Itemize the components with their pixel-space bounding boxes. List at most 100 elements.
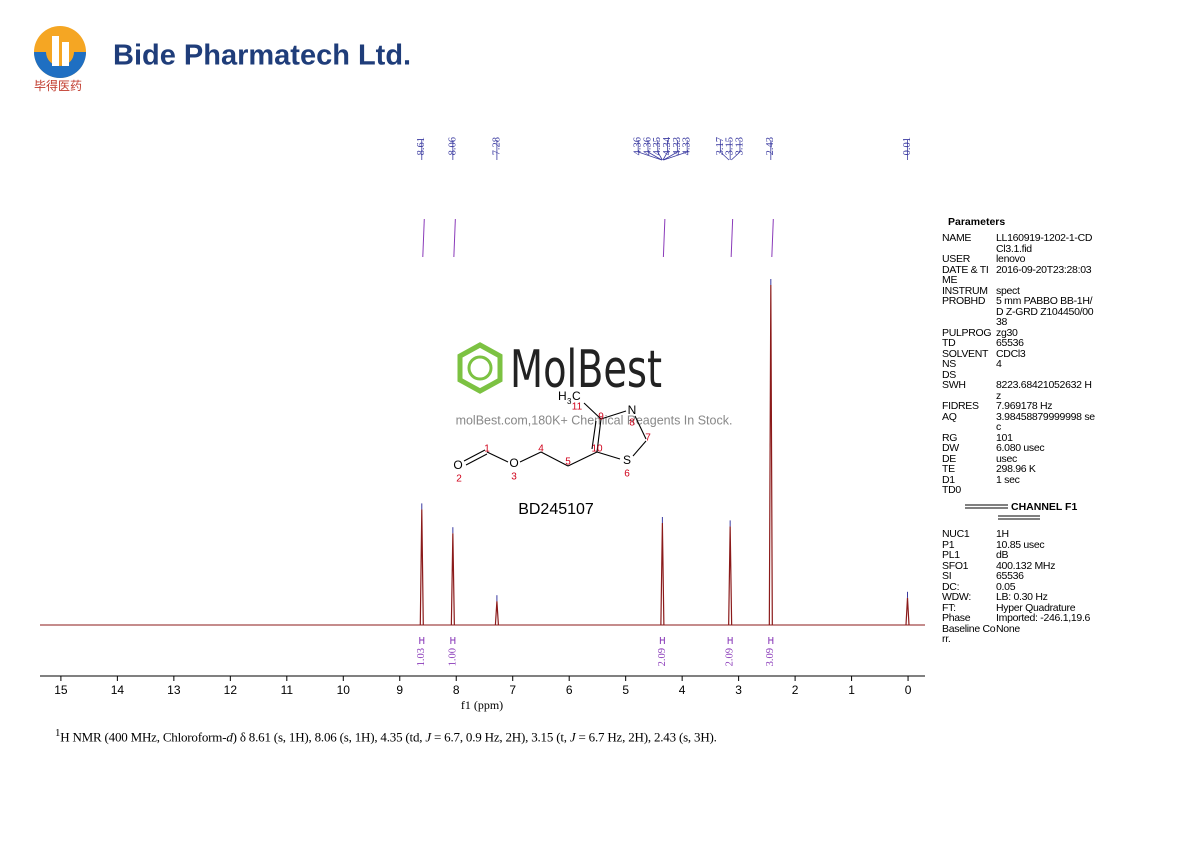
parameter-value: 101 xyxy=(996,431,1013,444)
x-tick-label: 6 xyxy=(566,683,573,697)
peak xyxy=(768,284,773,626)
logo xyxy=(34,26,86,78)
parameter-name: NAME xyxy=(942,232,972,244)
channel-title: CHANNEL F1 xyxy=(1011,501,1077,513)
caption-part: d xyxy=(226,729,233,745)
x-tick-label: 7 xyxy=(509,683,516,697)
peak-label-connector xyxy=(719,140,730,161)
parameter-value: lenovo xyxy=(996,253,1026,265)
integral-curve xyxy=(771,218,774,258)
peak xyxy=(450,533,455,626)
watermark-logo xyxy=(457,342,503,394)
atom-number: 2 xyxy=(456,474,462,485)
peak-label-connector xyxy=(731,140,741,161)
peak-label-connector xyxy=(663,140,688,161)
parameter-name: DW xyxy=(942,442,959,454)
atom-label: O xyxy=(453,458,462,472)
peak-label-connector xyxy=(647,140,663,161)
parameter-name: AQ xyxy=(942,410,957,423)
peak-label-connector xyxy=(663,140,678,161)
parameter-value: 65536 xyxy=(996,337,1024,349)
parameter-name: FT: xyxy=(942,601,956,614)
peak xyxy=(905,597,910,626)
integral-label: 2.09 xyxy=(725,648,736,666)
x-tick-label: 8 xyxy=(453,683,460,697)
parameter-name: DATE & TIME xyxy=(942,263,989,286)
integral-label: 3.09 xyxy=(765,648,776,666)
parameter-value: 8223.68421052632 Hz xyxy=(996,379,1092,402)
peak xyxy=(660,522,665,626)
parameters-table: NUC1 1H P1 10.85 usec PL1 dB SFO1 400.132 MHz SI… xyxy=(942,529,1096,645)
atom-number: 7 xyxy=(645,433,651,444)
parameter-name: FIDRES xyxy=(942,400,979,412)
atom-number: 5 xyxy=(565,457,571,468)
parameter-value: 400.132 MHz xyxy=(996,559,1056,572)
x-tick-label: 4 xyxy=(679,683,686,697)
parameter-name: DS xyxy=(942,368,956,381)
parameter-name: Phase xyxy=(942,612,971,624)
parameter-name: PL1 xyxy=(942,549,960,561)
parameter-name: RG xyxy=(942,431,958,444)
x-tick-label: 11 xyxy=(281,683,294,697)
integral-label: 1.00 xyxy=(447,648,458,666)
parameter-value: spect xyxy=(996,284,1020,297)
atom-label: H xyxy=(558,389,567,403)
x-tick-label: 3 xyxy=(735,683,742,697)
structure-bonds xyxy=(463,402,647,467)
parameter-name: TD xyxy=(942,337,956,349)
caption-part: J xyxy=(569,729,576,745)
parameter-name: PROBHD xyxy=(942,295,986,307)
compound-code: BD245107 xyxy=(518,501,594,518)
parameter-name: DC: xyxy=(942,580,960,593)
parameter-value: 1H xyxy=(996,528,1009,540)
parameters-table: NAME LL160919-1202-1-CDCl3.1.fid USER lenov… xyxy=(942,233,1096,496)
peak xyxy=(494,601,500,626)
atom-number: 3 xyxy=(511,472,517,483)
parameter-value: CDCl3 xyxy=(996,347,1026,360)
parameter-value: 1 sec xyxy=(996,473,1020,486)
parameter-value: dB xyxy=(996,549,1009,561)
integral-label: 2.09 xyxy=(657,648,668,666)
x-tick-label: 2 xyxy=(792,683,799,697)
parameter-value: 10.85 usec xyxy=(996,538,1045,551)
atom-number: 9 xyxy=(598,412,604,423)
caption-part: 1 xyxy=(55,727,61,739)
parameter-name: NS xyxy=(942,358,956,370)
atom-label: 3 xyxy=(567,397,572,406)
caption-part: = 6.7 Hz, 2H), 2.43 (s, 3H). xyxy=(575,729,717,745)
integral-curve xyxy=(730,218,734,258)
parameter-name: DE xyxy=(942,452,956,465)
parameter-value: Imported: -246.1,19.6 xyxy=(996,612,1091,624)
caption-part: = 6.7, 0.9 Hz, 2H), 3.15 (t, xyxy=(430,729,570,745)
x-tick-label: 15 xyxy=(54,683,68,697)
watermark-brand: MolBest xyxy=(510,340,662,400)
caption: 1H NMR (400 MHz, Chloroform-d) δ 8.61 (s… xyxy=(55,727,717,745)
parameter-name: WDW: xyxy=(942,591,971,603)
integral-bracket xyxy=(419,637,425,644)
parameters-title: Parameters xyxy=(948,216,1005,228)
parameter-value: 0.05 xyxy=(996,580,1016,593)
parameter-value: Hyper Quadrature xyxy=(996,601,1076,614)
parameter-value: None xyxy=(996,622,1020,635)
company-name: Bide Pharmatech Ltd. xyxy=(113,40,411,72)
parameter-name: SOLVENT xyxy=(942,347,989,360)
atom-number: 6 xyxy=(624,469,630,480)
x-tick-label: 0 xyxy=(905,683,912,697)
parameter-value: LB: 0.30 Hz xyxy=(996,591,1048,603)
peak xyxy=(419,509,424,626)
atom-number: 10 xyxy=(591,444,603,455)
caption-part: ) δ 8.61 (s, 1H), 8.06 (s, 1H), 4.35 (td… xyxy=(232,729,426,745)
x-tick-label: 12 xyxy=(224,683,238,697)
parameter-value: zg30 xyxy=(996,326,1018,339)
x-tick-label: 13 xyxy=(167,683,181,697)
integral-bracket xyxy=(659,637,665,644)
parameter-name: TE xyxy=(942,463,955,475)
parameter-name: SI xyxy=(942,570,952,582)
watermark-text: molBest.com,180K+ Chemical Reagents In S… xyxy=(456,413,733,427)
parameter-value: 4 xyxy=(996,358,1002,370)
integral-bracket xyxy=(768,637,774,644)
caption-part: J xyxy=(425,729,431,745)
parameter-name: NUC1 xyxy=(942,528,970,540)
